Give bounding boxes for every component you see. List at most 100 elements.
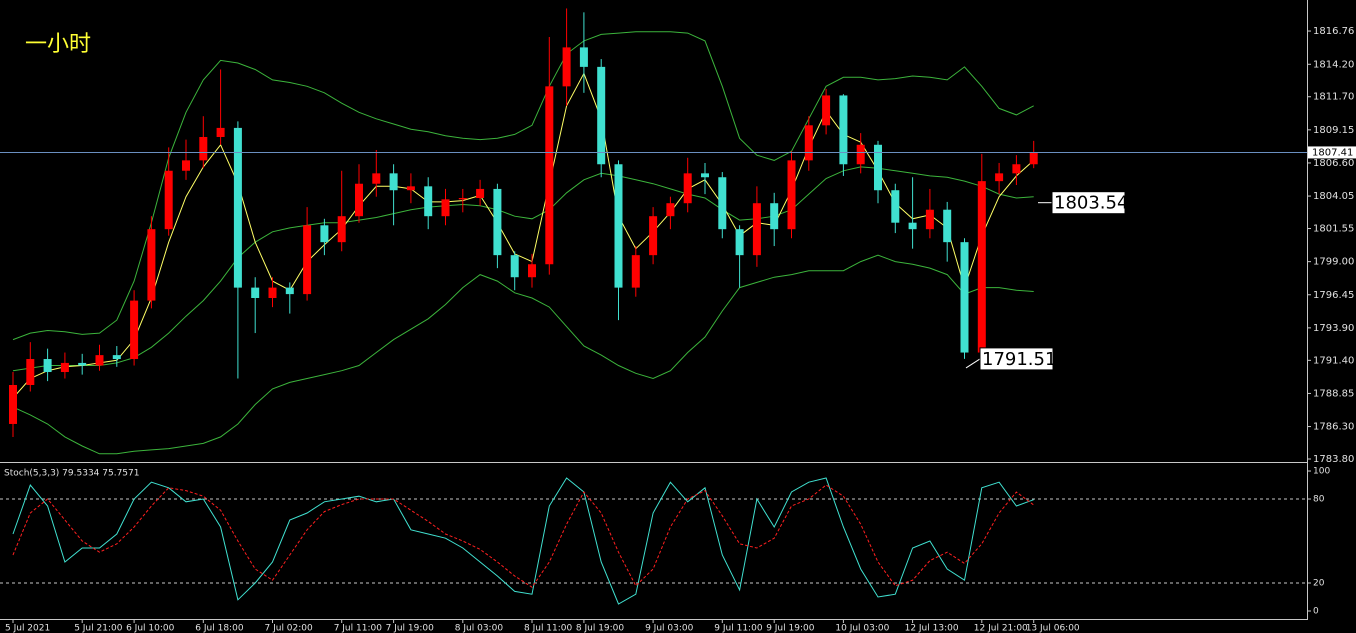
candle-body [458,198,467,200]
indicator-line [12,166,1034,372]
x-tick-label: 12 Jul 13:00 [905,624,959,633]
indicator-label: Stoch(5,3,3) 79.5334 75.7571 [4,469,139,479]
candle-body [268,287,277,299]
candle-body [995,173,1004,182]
y-tick-label: 1791.40 [1313,355,1354,366]
candle-body [683,173,692,204]
stoch-line [12,477,1034,605]
x-tick-label: 8 Jul 11:00 [524,624,573,633]
candle-body [112,355,121,360]
candle-body [147,229,156,301]
candle-body [164,170,173,230]
x-tick-label: 8 Jul 03:00 [455,624,504,633]
y-tick-label: 1793.90 [1313,323,1354,334]
y-tick-label: 1806.60 [1313,158,1354,169]
y-tick-label: 1811.70 [1313,92,1354,103]
x-tick-label: 9 Jul 11:00 [714,624,763,633]
candle-body [182,160,190,171]
candle-body [510,255,519,278]
x-tick-label: 10 Jul 03:00 [835,624,889,633]
candle-body [130,300,139,360]
candle-body [95,355,104,366]
candle-body [960,242,969,353]
candle-body [441,199,450,217]
candle-body [26,359,35,385]
current-price-label: 1807.41 [1312,147,1353,158]
current-price-box [1308,146,1356,159]
x-tick-label: 6 Jul 18:00 [195,624,244,633]
candle-body [856,144,865,165]
y-tick-label: 100 [1313,467,1330,477]
candle-body [718,177,727,230]
candle-body [597,66,606,165]
x-tick-label: 7 Jul 02:00 [265,624,314,633]
y-tick-label: 0 [1313,607,1319,617]
candle-body [320,225,329,243]
candle-body [649,216,658,256]
y-tick-label: 1816.76 [1313,26,1354,37]
x-tick-label: 7 Jul 11:00 [334,624,383,633]
candle-body [476,188,485,199]
candle-body [9,385,17,424]
candle-body [874,144,882,191]
candle-body [562,47,571,87]
y-tick-label: 1809.15 [1313,125,1354,136]
candle-body [614,164,623,288]
annotation-box [979,347,1054,371]
candle-body [925,209,934,230]
y-tick-label: 1786.30 [1313,422,1354,433]
candle-body [303,225,312,295]
annotation-box [1051,191,1126,215]
candle-body [804,125,813,161]
candle-body [545,86,554,265]
y-tick-label: 1788.85 [1313,388,1354,399]
x-tick-label: 5 Jul 2021 [5,624,50,633]
candle-body [285,287,294,295]
candle-body [839,95,848,165]
x-tick-label: 9 Jul 19:00 [766,624,815,633]
y-tick-label: 1804.05 [1313,191,1354,202]
candle-body [337,216,346,243]
y-tick-label: 1801.55 [1313,224,1354,235]
candle-body [528,264,536,278]
candle-body [493,188,502,256]
candle-body [943,209,952,243]
candle-body [78,362,87,366]
x-tick-label: 7 Jul 19:00 [386,624,435,633]
candle-body [579,47,588,67]
y-tick-label: 1814.20 [1313,59,1354,70]
candle-body [199,136,208,161]
candle-body [822,95,831,126]
candle-body [1012,164,1021,174]
candle-body [389,173,398,191]
candle-body [372,173,381,184]
candle-body [701,173,709,178]
x-tick-label: 8 Jul 19:00 [576,624,625,633]
annotation-label: 1803.54 [1054,193,1128,214]
candle-body [891,190,900,223]
candle-body [355,183,363,217]
candle-body [43,359,52,373]
candle-body [406,186,415,191]
candle-body [251,287,260,299]
x-tick-label: 5 Jul 21:00 [74,624,123,633]
candle-body [233,127,242,288]
candle-body [752,203,761,256]
indicator-line [12,254,1034,455]
candle-body [1029,152,1038,165]
candle-body [735,229,744,256]
x-tick-label: 9 Jul 03:00 [645,624,694,633]
y-tick-label: 1799.00 [1313,257,1354,268]
y-tick-label: 80 [1313,495,1325,505]
candle-body [631,255,640,288]
candle-body [977,181,986,353]
annotation-label: 1791.51 [982,349,1056,370]
candle-body [216,127,225,137]
candle-body [424,186,433,217]
chart-title: 一小时 [25,32,91,57]
x-tick-label: 12 Jul 21:00 [974,624,1028,633]
candle-body [666,203,675,217]
